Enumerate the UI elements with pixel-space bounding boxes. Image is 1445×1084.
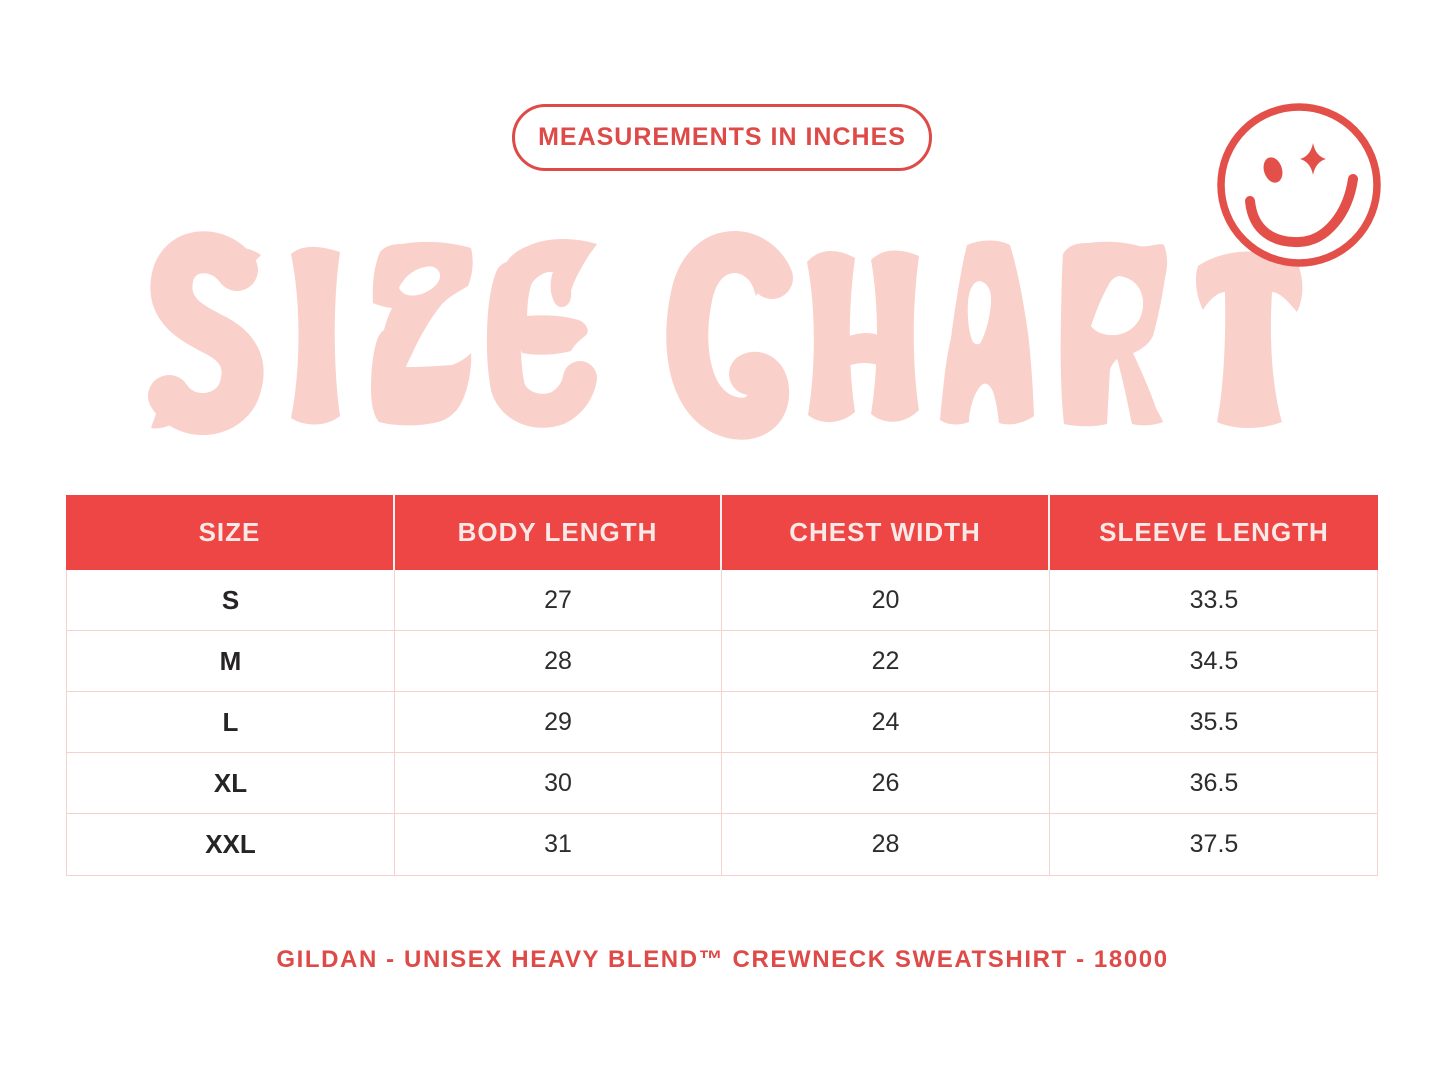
value-cell: 24 — [722, 692, 1050, 752]
value-cell: 37.5 — [1189, 830, 1239, 858]
size-cell: M — [67, 631, 395, 691]
table-row-m: M 28 22 34.5 — [67, 631, 1377, 692]
size-cell: L — [67, 692, 395, 752]
value-cell: 22 — [722, 631, 1050, 691]
table-row-xxl: XXL 31 28 37.5 — [67, 814, 1377, 875]
size-table-header-row: SIZE BODY LENGTH CHEST WIDTH SLEEVE LENGTH — [66, 495, 1378, 570]
value-cell: 35.5 — [1189, 707, 1239, 736]
value-cell: 31 — [395, 814, 722, 875]
size-table: SIZE BODY LENGTH CHEST WIDTH SLEEVE LENGTH … — [66, 495, 1378, 876]
value-cell: 33.5 — [1189, 585, 1239, 614]
value-cell: 27 — [395, 570, 722, 630]
value-cell: 30 — [395, 753, 722, 813]
table-row-xl: XL 30 26 36.5 — [67, 753, 1377, 814]
measurements-badge-label: MEASUREMENTS IN INCHES — [538, 123, 906, 151]
product-caption-label: GILDAN - UNISEX HEAVY BLEND™ CREWNECK SW… — [276, 946, 1169, 973]
header-cell-body-length: BODY LENGTH — [395, 495, 722, 570]
value-cell: 34.5 — [1189, 646, 1239, 675]
winking-smiley-icon — [1217, 103, 1381, 267]
value-cell: 28 — [722, 814, 1050, 875]
value-cell: 26 — [722, 753, 1050, 813]
product-caption: GILDAN - UNISEX HEAVY BLEND™ CREWNECK SW… — [0, 946, 1445, 974]
size-chart-title-art — [148, 231, 1303, 440]
header-cell-chest-width: CHEST WIDTH — [722, 495, 1050, 570]
value-cell: 28 — [395, 631, 722, 691]
size-cell: XXL — [67, 814, 395, 875]
table-row-s: S 27 20 33.5 — [67, 570, 1377, 631]
value-cell: 29 — [395, 692, 722, 752]
size-cell: XL — [67, 753, 395, 813]
header-cell-size: SIZE — [66, 495, 395, 570]
size-cell: S — [67, 570, 395, 630]
size-table-body: S 27 20 33.5 M 28 22 34.5 L 29 24 35.5 XL 30 26 36.5 XXL… — [66, 570, 1378, 876]
measurements-badge: MEASUREMENTS IN INCHES — [512, 104, 932, 171]
value-cell: 36.5 — [1189, 768, 1239, 797]
value-cell: 20 — [722, 570, 1050, 630]
table-row-l: L 29 24 35.5 — [67, 692, 1377, 753]
header-cell-sleeve-length: SLEEVE LENGTH — [1099, 517, 1329, 547]
